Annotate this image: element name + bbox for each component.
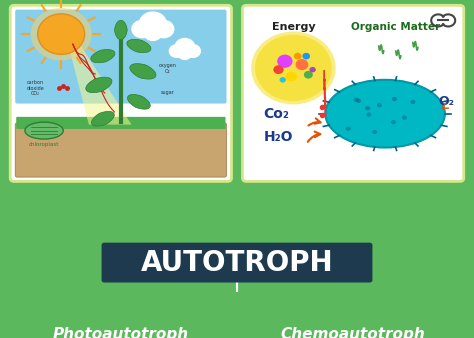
Circle shape: [251, 31, 336, 104]
Ellipse shape: [325, 80, 445, 147]
Circle shape: [410, 100, 415, 104]
Circle shape: [391, 120, 396, 124]
Circle shape: [277, 54, 292, 68]
Circle shape: [310, 67, 316, 72]
Circle shape: [153, 20, 174, 39]
Circle shape: [169, 44, 185, 58]
Circle shape: [185, 44, 201, 58]
Text: sugar: sugar: [161, 90, 175, 95]
FancyBboxPatch shape: [10, 5, 231, 182]
Circle shape: [280, 77, 286, 82]
Text: H₂O: H₂O: [264, 130, 293, 144]
Polygon shape: [130, 64, 156, 79]
Circle shape: [392, 97, 397, 101]
Polygon shape: [86, 77, 112, 93]
Text: Chemoautotroph: Chemoautotroph: [281, 327, 426, 338]
Polygon shape: [68, 44, 131, 125]
Text: Organic Matter: Organic Matter: [351, 22, 440, 32]
FancyBboxPatch shape: [102, 243, 372, 282]
Circle shape: [295, 59, 308, 70]
Circle shape: [302, 53, 310, 59]
Circle shape: [255, 35, 332, 101]
Circle shape: [174, 38, 195, 56]
Text: Energy: Energy: [272, 22, 315, 32]
Circle shape: [304, 71, 313, 79]
Ellipse shape: [25, 122, 64, 139]
FancyBboxPatch shape: [15, 9, 227, 103]
Circle shape: [346, 126, 351, 131]
Polygon shape: [91, 50, 115, 63]
Circle shape: [38, 14, 84, 54]
Circle shape: [294, 53, 301, 59]
Text: AUTOTROPH: AUTOTROPH: [141, 248, 333, 276]
Text: Photoautotroph: Photoautotroph: [53, 327, 189, 338]
Circle shape: [131, 20, 153, 39]
Circle shape: [139, 11, 167, 35]
Text: carbon
dioxide
CO₂: carbon dioxide CO₂: [27, 80, 45, 96]
Text: O₂: O₂: [438, 95, 455, 108]
FancyBboxPatch shape: [15, 123, 227, 177]
Circle shape: [31, 8, 91, 61]
Circle shape: [372, 130, 377, 134]
Text: oxygen
O₂: oxygen O₂: [159, 63, 177, 74]
FancyBboxPatch shape: [16, 117, 226, 129]
Circle shape: [285, 71, 297, 81]
Circle shape: [273, 65, 283, 74]
Polygon shape: [127, 40, 151, 53]
Circle shape: [365, 106, 370, 111]
Circle shape: [366, 113, 371, 117]
Polygon shape: [115, 20, 127, 40]
Circle shape: [377, 103, 382, 107]
Polygon shape: [128, 95, 150, 109]
Text: Co₂: Co₂: [264, 107, 290, 121]
Circle shape: [356, 99, 361, 103]
Circle shape: [354, 98, 359, 102]
Circle shape: [143, 24, 163, 41]
Polygon shape: [91, 112, 114, 126]
FancyBboxPatch shape: [243, 5, 464, 182]
Circle shape: [178, 48, 192, 60]
Text: chloroplast: chloroplast: [29, 142, 59, 147]
Circle shape: [402, 116, 407, 120]
